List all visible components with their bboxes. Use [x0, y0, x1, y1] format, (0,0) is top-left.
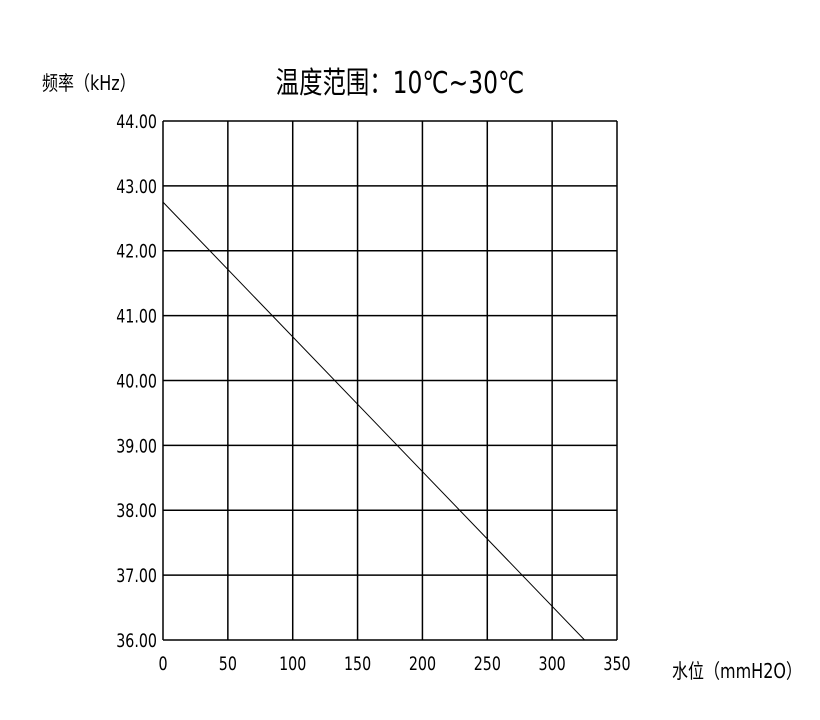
tick-labels: 0 50 100 150 200 250 300 350 44.00 43.00 42.00 41.0… [116, 110, 630, 675]
y-tick-label: 42.00 [116, 240, 157, 263]
series-line [162, 201, 585, 641]
y-tick-label: 43.00 [116, 175, 157, 198]
grid [162, 120, 618, 641]
chart-title: 温度范围：10℃~30℃ [276, 66, 525, 101]
x-tick-label: 250 [474, 652, 501, 675]
x-tick-label: 150 [344, 652, 371, 675]
x-axis-label: 水位（mmH2O） [672, 660, 802, 683]
y-tick-label: 40.00 [116, 369, 157, 392]
x-tick-label: 50 [219, 652, 237, 675]
y-axis-label: 频率（kHz） [42, 72, 136, 95]
x-tick-label: 350 [603, 652, 630, 675]
y-tick-label: 39.00 [116, 434, 157, 457]
y-tick-label: 38.00 [116, 499, 157, 522]
x-tick-label: 300 [539, 652, 566, 675]
series [162, 201, 585, 641]
y-tick-label: 36.00 [116, 629, 157, 652]
x-tick-label: 0 [158, 652, 167, 675]
y-tick-label: 37.00 [116, 564, 157, 587]
y-tick-label: 44.00 [116, 110, 157, 133]
x-tick-label: 100 [279, 652, 306, 675]
y-tick-label: 41.00 [116, 305, 157, 328]
x-tick-label: 200 [409, 652, 436, 675]
